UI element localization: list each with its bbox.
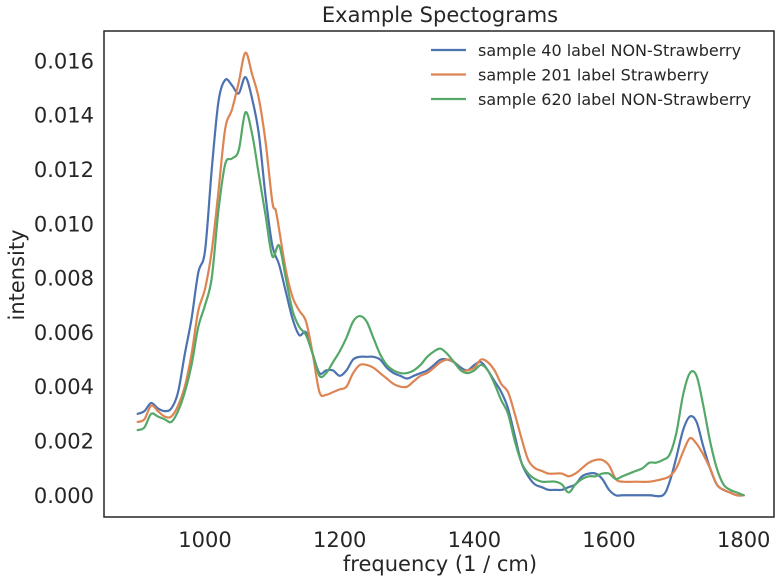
legend: sample 40 label NON-Strawberry sample 201… [431, 41, 751, 109]
x-tick-label: 1800 [717, 528, 770, 552]
series-line-1 [136, 76, 745, 498]
y-tick-label: 0.008 [34, 267, 94, 291]
x-tick-label: 1000 [178, 528, 231, 552]
legend-entry-label: sample 201 label Strawberry [478, 66, 709, 85]
y-tick-label: 0.000 [34, 484, 94, 508]
y-tick-label: 0.002 [34, 430, 94, 454]
plot-frame [103, 30, 775, 518]
x-tick-label: 1400 [448, 528, 501, 552]
y-tick-label: 0.010 [34, 212, 94, 236]
y-axis-label: intensity [5, 229, 29, 320]
chart-title: Example Spectograms [322, 3, 558, 27]
y-axis: 0.000 0.002 0.004 0.006 0.008 0.010 0.012 0.014… [34, 49, 94, 507]
y-tick-label: 0.004 [34, 375, 94, 399]
series-line-2 [136, 51, 745, 497]
y-tick-label: 0.016 [34, 49, 94, 73]
legend-entry-label: sample 620 label NON-Strawberry [478, 90, 751, 109]
x-tick-label: 1200 [313, 528, 366, 552]
y-tick-label: 0.006 [34, 321, 94, 345]
legend-entry-label: sample 40 label NON-Strawberry [478, 41, 741, 60]
x-axis: 1000 1200 1400 1600 1800 [178, 528, 770, 552]
x-tick-label: 1600 [582, 528, 635, 552]
plot-lines [136, 51, 745, 498]
y-tick-label: 0.014 [34, 104, 94, 128]
series-line-3 [136, 111, 745, 497]
x-axis-label: frequency (1 / cm) [343, 552, 537, 576]
y-tick-label: 0.012 [34, 158, 94, 182]
